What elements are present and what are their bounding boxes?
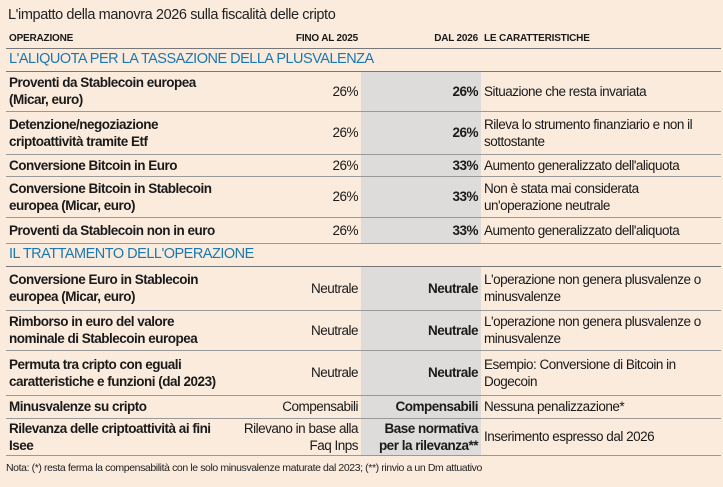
until-2025-cell: 26% (232, 111, 361, 155)
table-row: Conversione Bitcoin in Euro 26% 33% Aumento… (6, 154, 721, 177)
until-2025-cell: 26% (232, 217, 361, 244)
from-2026-cell: Neutrale (361, 310, 481, 351)
table-row: Rilevanza delle criptoattività ai fini I… (6, 418, 721, 456)
section-heading: L'ALIQUOTA PER LA TASSAZIONE DELLA PLUSV… (6, 48, 721, 72)
operation-cell: Minusvalenze su cripto (6, 395, 232, 419)
characteristics-cell: L'operazione non genera plusvalenze o mi… (481, 266, 721, 311)
characteristics-cell: Non è stata mai considerata un'operazion… (481, 176, 721, 218)
header-fino-2025: FINO AL 2025 (232, 30, 361, 49)
until-2025-cell: Rilevano in base alla Faq Inps (232, 418, 361, 456)
characteristics-cell: Rileva lo strumento finanziario e non il… (481, 111, 721, 155)
section-title: IL TRATTAMENTO DELL'OPERAZIONE (6, 243, 721, 267)
crypto-tax-table: OPERAZIONE FINO AL 2025 DAL 2026 LE CARA… (6, 30, 721, 456)
operation-cell: Conversione Bitcoin in Stablecoin europe… (6, 176, 232, 218)
operation-cell: Proventi da Stablecoin europea (Micar, e… (6, 71, 232, 112)
table-row: Conversione Bitcoin in Stablecoin europe… (6, 176, 721, 218)
from-2026-cell: 33% (361, 154, 481, 177)
operation-cell: Rimborso in euro del valore nominale di … (6, 310, 232, 351)
header-operazione: OPERAZIONE (6, 30, 232, 49)
table-row: Detenzione/negoziazione criptoattività t… (6, 111, 721, 155)
section-heading: IL TRATTAMENTO DELL'OPERAZIONE (6, 243, 721, 267)
until-2025-cell: 26% (232, 176, 361, 218)
table-row: Proventi da Stablecoin non in euro 26% 33%… (6, 217, 721, 244)
header-caratteristiche: LE CARATTERISTICHE (481, 30, 721, 49)
characteristics-cell: Nessuna penalizzazione* (481, 395, 721, 419)
characteristics-cell: Aumento generalizzato dell'aliquota (481, 217, 721, 244)
operation-cell: Conversione Bitcoin in Euro (6, 154, 232, 177)
from-2026-cell: Neutrale (361, 350, 481, 396)
characteristics-cell: Esempio: Conversione di Bitcoin in Dogec… (481, 350, 721, 396)
from-2026-cell: 33% (361, 176, 481, 218)
table-row: Proventi da Stablecoin europea (Micar, e… (6, 71, 721, 112)
operation-cell: Conversione Euro in Stablecoin europea (… (6, 266, 232, 311)
characteristics-cell: L'operazione non genera plusvalenze o mi… (481, 310, 721, 351)
table-row: Rimborso in euro del valore nominale di … (6, 310, 721, 351)
table-row: Permuta tra cripto con eguali caratteris… (6, 350, 721, 396)
until-2025-cell: Neutrale (232, 266, 361, 311)
from-2026-cell: 33% (361, 217, 481, 244)
page-title: L'impatto della manovra 2026 sulla fisca… (8, 7, 336, 23)
until-2025-cell: Compensabili (232, 395, 361, 419)
from-2026-cell: Compensabili (361, 395, 481, 419)
section-title: L'ALIQUOTA PER LA TASSAZIONE DELLA PLUSV… (6, 48, 721, 72)
table-row: Minusvalenze su cripto Compensabili Compen… (6, 395, 721, 419)
characteristics-cell: Aumento generalizzato dell'aliquota (481, 154, 721, 177)
header-dal-2026: DAL 2026 (361, 30, 481, 49)
operation-cell: Proventi da Stablecoin non in euro (6, 217, 232, 244)
footnote: Nota: (*) resta ferma la compensabilità … (6, 462, 482, 474)
operation-cell: Detenzione/negoziazione criptoattività t… (6, 111, 232, 155)
characteristics-cell: Inserimento espresso dal 2026 (481, 418, 721, 456)
from-2026-cell: Neutrale (361, 266, 481, 311)
from-2026-cell: 26% (361, 111, 481, 155)
operation-cell: Permuta tra cripto con eguali caratteris… (6, 350, 232, 396)
from-2026-cell: 26% (361, 71, 481, 112)
until-2025-cell: Neutrale (232, 350, 361, 396)
table-row: Conversione Euro in Stablecoin europea (… (6, 266, 721, 311)
characteristics-cell: Situazione che resta invariata (481, 71, 721, 112)
operation-cell: Rilevanza delle criptoattività ai fini I… (6, 418, 232, 456)
from-2026-cell: Base normativa per la rilevanza** (361, 418, 481, 456)
table-header: OPERAZIONE FINO AL 2025 DAL 2026 LE CARA… (6, 30, 721, 49)
until-2025-cell: 26% (232, 154, 361, 177)
until-2025-cell: 26% (232, 71, 361, 112)
until-2025-cell: Neutrale (232, 310, 361, 351)
